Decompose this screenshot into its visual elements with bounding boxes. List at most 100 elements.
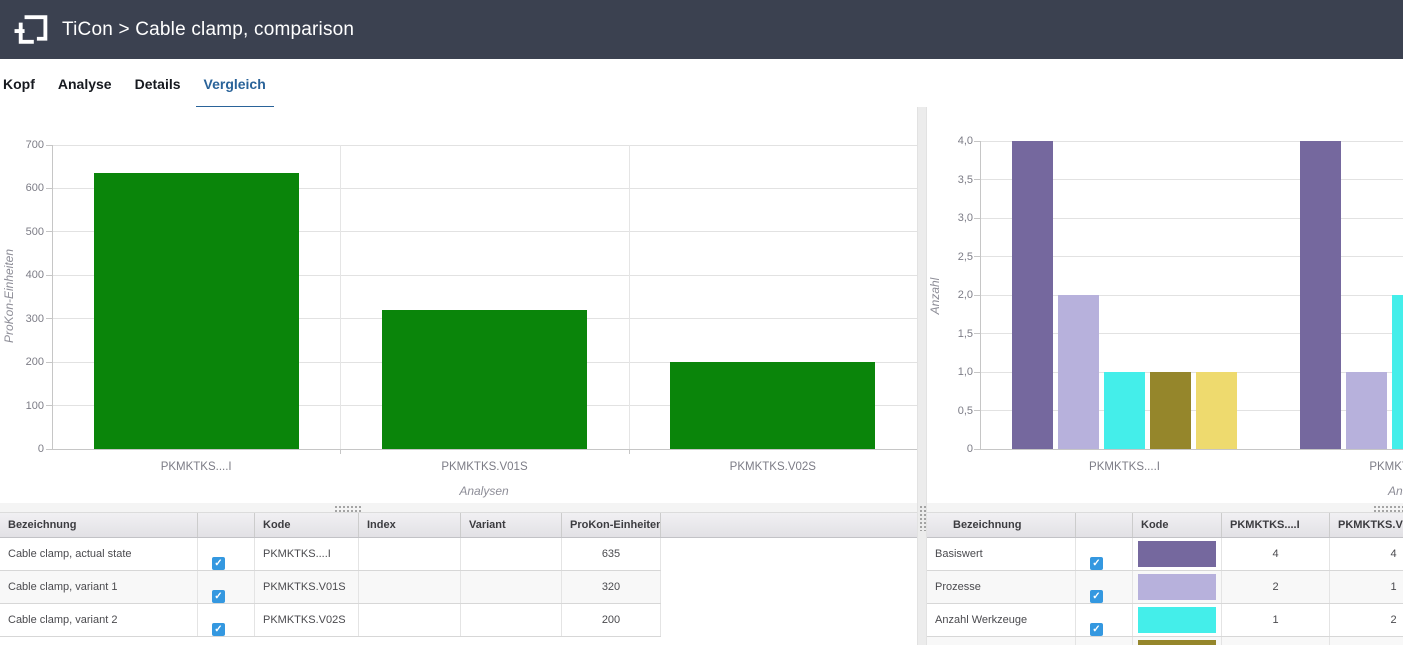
x-axis-line — [980, 449, 1403, 450]
y-tick-label: 2,0 — [957, 289, 973, 301]
prokon-bar[interactable] — [382, 310, 587, 449]
cell-checkbox: ✓ — [1076, 538, 1133, 570]
row-checkbox[interactable]: ✓ — [212, 557, 225, 570]
series-color-swatch — [1138, 640, 1216, 645]
cell-bezeichnung: Prozesse — [927, 571, 1076, 603]
table-row[interactable]: ✓ — [927, 637, 1403, 645]
cell-index — [359, 571, 461, 603]
row-checkbox[interactable]: ✓ — [212, 623, 225, 636]
y-tick — [974, 371, 980, 373]
splitter-grip[interactable] — [1373, 505, 1403, 512]
tab-analyse[interactable]: Analyse — [57, 76, 112, 92]
tab-details[interactable]: Details — [134, 76, 181, 92]
column-header-analysis-1[interactable]: PKMKTKS....I — [1222, 513, 1330, 537]
x-axis-title: Analysen — [459, 484, 509, 498]
column-header-bezeichnung[interactable]: Bezeichnung — [927, 513, 1076, 537]
row-checkbox[interactable]: ✓ — [1090, 623, 1103, 636]
right-table-header: Bezeichnung Kode PKMKTKS....I PKMKTKS.V0… — [927, 512, 1403, 538]
gridline — [980, 256, 1403, 257]
column-header-kode[interactable]: Kode — [255, 513, 359, 537]
table-row[interactable]: Basiswert ✓ 4 4 — [927, 538, 1403, 571]
gridline — [52, 231, 917, 233]
column-header-bezeichnung[interactable]: Bezeichnung — [0, 513, 198, 537]
category-separator — [340, 145, 342, 449]
cell-variant — [461, 538, 562, 570]
gridline — [980, 410, 1403, 411]
cell-value-1 — [1222, 637, 1330, 645]
anzahl-bar[interactable] — [1012, 141, 1053, 449]
gridline — [980, 179, 1403, 180]
cell-checkbox: ✓ — [198, 538, 255, 570]
column-header-kode[interactable]: Kode — [1133, 513, 1222, 537]
y-tick — [46, 144, 52, 146]
right-table: Basiswert ✓ 4 4 Prozesse ✓ 2 1 Anzahl We… — [927, 538, 1403, 645]
cell-bezeichnung — [927, 637, 1076, 645]
y-tick-label: 400 — [25, 269, 44, 282]
horizontal-splitter[interactable] — [0, 503, 917, 512]
y-tick — [46, 318, 52, 320]
right-pane: 0 0,5 1,0 1,5 2,0 2,5 3,0 3,5 4,0 Anzahl Analysen P… — [927, 107, 1403, 645]
y-tick — [46, 274, 52, 276]
y-tick — [974, 217, 980, 219]
table-row[interactable]: Prozesse ✓ 2 1 — [927, 571, 1403, 604]
column-header-prokon[interactable]: ProKon-Einheiten — [562, 513, 661, 537]
cell-kode: PKMKTKS.V01S — [255, 571, 359, 603]
category-separator — [628, 145, 630, 449]
splitter-grip[interactable] — [334, 505, 362, 512]
y-tick — [974, 256, 980, 257]
column-header-checkbox[interactable] — [198, 513, 255, 537]
cell-kode: PKMKTKS....I — [255, 538, 359, 570]
cell-kode — [1133, 637, 1222, 645]
table-row[interactable]: Cable clamp, variant 1 ✓ PKMKTKS.V01S 32… — [0, 571, 661, 604]
y-tick-label: 300 — [25, 312, 44, 325]
column-header-index[interactable]: Index — [359, 513, 461, 537]
gridline — [980, 294, 1403, 296]
y-axis-line — [52, 145, 53, 449]
y-tick — [974, 448, 980, 450]
prokon-bar[interactable] — [93, 173, 299, 449]
anzahl-bar[interactable] — [1150, 372, 1191, 449]
table-row[interactable]: Cable clamp, actual state ✓ PKMKTKS....I… — [0, 538, 661, 571]
anzahl-bar[interactable] — [1300, 141, 1341, 449]
category-label: PKMKTKS.V01S — [1369, 461, 1403, 473]
cell-checkbox: ✓ — [1076, 571, 1133, 603]
y-tick-label: 500 — [25, 225, 44, 238]
vertical-splitter[interactable] — [917, 107, 927, 645]
gridline — [980, 140, 1403, 142]
anzahl-bar[interactable] — [1392, 295, 1403, 449]
column-header-variant[interactable]: Variant — [461, 513, 562, 537]
left-pane: 0 100 200 300 400 500 600 700 ProKon-Einheiten An… — [0, 107, 917, 645]
column-header-analysis-2[interactable]: PKMKTKS.V01S — [1330, 513, 1403, 537]
x-axis-title: Analysen — [1388, 484, 1403, 498]
tab-vergleich[interactable]: Vergleich — [195, 76, 275, 109]
cell-checkbox: ✓ — [1076, 637, 1133, 645]
cell-value-2: 2 — [1330, 604, 1403, 636]
y-tick — [974, 179, 980, 180]
series-color-swatch — [1138, 607, 1216, 633]
y-tick — [46, 448, 52, 450]
column-header-checkbox[interactable] — [1076, 513, 1133, 537]
x-tick — [628, 449, 630, 454]
horizontal-splitter[interactable] — [927, 503, 1403, 512]
cell-bezeichnung: Basiswert — [927, 538, 1076, 570]
category-label: PKMKTKS....I — [1089, 461, 1160, 473]
anzahl-bar[interactable] — [1196, 372, 1237, 449]
cell-kode — [1133, 604, 1222, 636]
y-tick — [974, 410, 980, 411]
prokon-bar[interactable] — [670, 362, 876, 449]
y-tick-label: 0 — [37, 443, 44, 455]
tab-kopf[interactable]: Kopf — [3, 76, 35, 92]
splitter-grip[interactable] — [919, 505, 926, 531]
anzahl-bar[interactable] — [1104, 372, 1145, 449]
cell-checkbox: ✓ — [198, 604, 255, 636]
y-tick — [46, 231, 52, 233]
anzahl-bar[interactable] — [1058, 295, 1099, 449]
table-row[interactable]: Cable clamp, variant 2 ✓ PKMKTKS.V02S 20… — [0, 604, 661, 637]
anzahl-bar[interactable] — [1346, 372, 1387, 449]
row-checkbox[interactable]: ✓ — [1090, 557, 1103, 570]
row-checkbox[interactable]: ✓ — [212, 590, 225, 603]
cell-variant — [461, 571, 562, 603]
table-row[interactable]: Anzahl Werkzeuge ✓ 1 2 — [927, 604, 1403, 637]
y-tick-label: 4,0 — [957, 135, 973, 147]
row-checkbox[interactable]: ✓ — [1090, 590, 1103, 603]
